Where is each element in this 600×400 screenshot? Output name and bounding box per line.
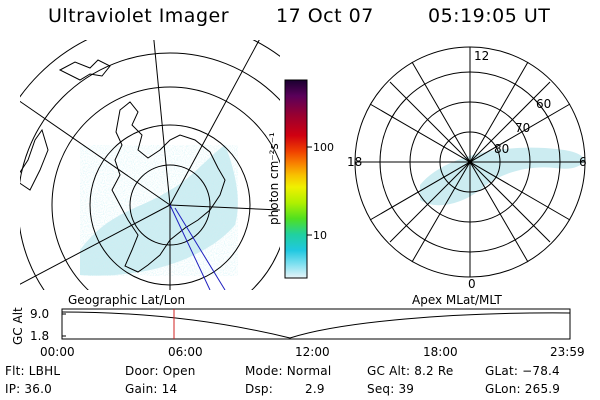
mlt-label-6: 6 <box>579 155 587 169</box>
dsp-label: Dsp: <box>245 382 273 396</box>
lat-label-70: 70 <box>515 121 530 135</box>
y-tick-9: 9.0 <box>30 307 49 321</box>
glon-label: GLon: 265.9 <box>485 382 561 396</box>
time-label: 05:19:05 UT <box>428 5 551 27</box>
dsp-value: 2.9 <box>305 382 325 396</box>
mlt-label-18: 18 <box>347 155 362 169</box>
mlt-label-12: 12 <box>474 49 489 63</box>
ip-label: IP: 36.0 <box>5 382 52 396</box>
glat-label: GLat: −78.4 <box>485 364 560 378</box>
colorbar-gradient <box>284 79 308 279</box>
colorbar-label: photon cm⁻²s⁻¹ <box>267 132 281 225</box>
x-tick-2359: 23:59 <box>550 345 585 359</box>
magnetic-polar-plot: 12 18 6 0 60 70 80 <box>347 46 587 291</box>
timeline-axis-label: GC Alt <box>11 307 25 345</box>
mlt-label-0: 0 <box>468 277 476 291</box>
seq-label: Seq: 39 <box>367 382 415 396</box>
door-label: Door: Open <box>125 364 196 378</box>
colorbar: 100 10 photon cm⁻²s⁻¹ <box>267 79 334 279</box>
x-tick-1800: 18:00 <box>423 345 458 359</box>
geographic-label: Geographic Lat/Lon <box>68 293 186 307</box>
lat-label-80: 80 <box>494 142 509 156</box>
timeline-frame <box>61 308 571 340</box>
date-label: 17 Oct 07 <box>276 5 374 27</box>
y-tick-1-8: 1.8 <box>30 329 49 343</box>
gain-label: Gain: 14 <box>125 382 178 396</box>
x-tick-0600: 06:00 <box>168 345 203 359</box>
colorbar-tick-100: 100 <box>313 141 334 154</box>
page-title: Ultraviolet Imager <box>48 5 230 27</box>
altitude-curve <box>61 311 571 339</box>
gc-alt-label: GC Alt: 8.2 Re <box>367 364 454 378</box>
x-tick-1200: 12:00 <box>295 345 330 359</box>
geographic-map <box>20 40 280 290</box>
mode-label: Mode: Normal <box>245 364 332 378</box>
filter-label: Flt: LBHL <box>5 364 61 378</box>
colorbar-tick-10: 10 <box>313 229 327 242</box>
apex-label: Apex MLat/MLT <box>412 293 502 307</box>
lat-label-60: 60 <box>536 97 551 111</box>
altitude-timeline: 9.0 1.8 GC Alt 00:00 06:00 12:00 18:00 2… <box>11 307 585 359</box>
x-tick-0000: 00:00 <box>40 345 75 359</box>
coastline <box>111 101 226 273</box>
